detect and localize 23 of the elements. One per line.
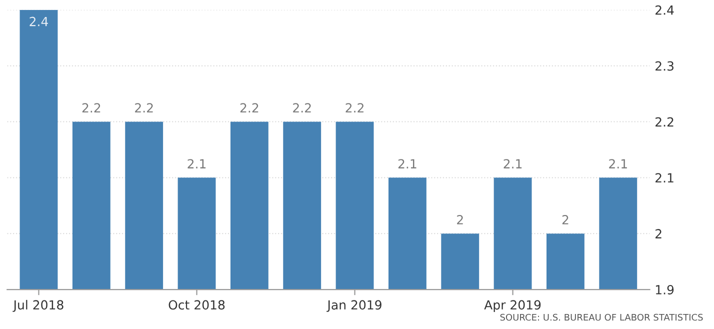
x-tick-label: Oct 2018 (168, 300, 225, 310)
y-tick-label: 2.1 (656, 173, 674, 182)
data-label: 2.2 (293, 103, 311, 112)
data-label: 2.2 (346, 103, 364, 112)
data-label: 2.1 (504, 159, 522, 168)
data-label: 2.2 (135, 103, 153, 112)
y-tick-label: 1.9 (656, 284, 674, 294)
y-tick-label: 2.4 (656, 5, 674, 15)
data-label: 2.2 (240, 103, 258, 112)
y-tick-label: 2.3 (656, 61, 674, 71)
data-label: 2.1 (609, 159, 627, 168)
x-tick-label: Jul 2018 (12, 300, 64, 312)
x-tick-label: Jan 2019 (326, 300, 382, 312)
data-label: 2 (562, 215, 568, 224)
data-label: 2.4 (30, 16, 48, 26)
data-label: 2 (457, 215, 463, 224)
data-label: 2.1 (188, 159, 206, 168)
data-label: 2.1 (398, 159, 416, 168)
y-tick-label: 2.2 (656, 117, 674, 126)
x-tick-label: Apr 2019 (484, 300, 541, 312)
y-tick-label: 2 (656, 229, 662, 238)
data-label: 2.2 (82, 103, 100, 112)
source-note: SOURCE: U.S. BUREAU OF LABOR STATISTICS (500, 314, 703, 321)
